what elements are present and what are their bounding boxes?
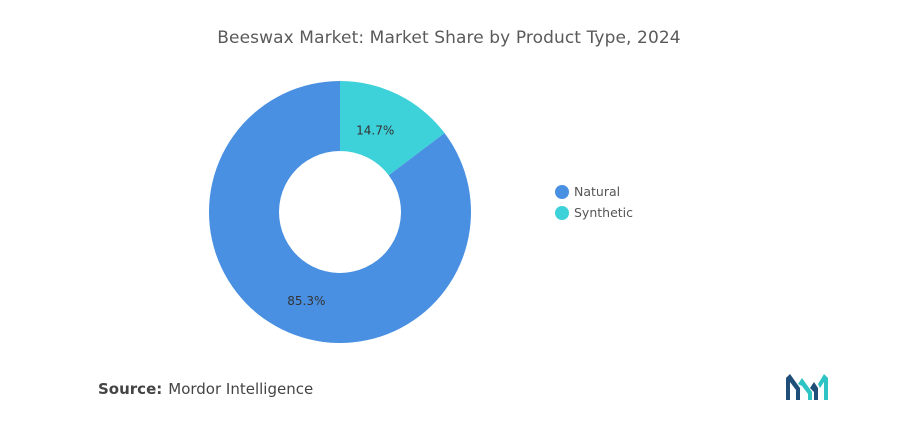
slice-label-synthetic: 14.7% (356, 124, 394, 138)
labels-group: 85.3% 14.7% (287, 124, 394, 309)
chart-title: Beeswax Market: Market Share by Product … (217, 28, 681, 48)
legend-label-synthetic: Synthetic (574, 205, 634, 220)
legend-item-natural: Natural (555, 181, 633, 202)
mordor-intelligence-logo-icon (786, 374, 828, 400)
legend-label-natural: Natural (574, 184, 621, 199)
legend: Natural Synthetic (555, 181, 633, 223)
slice-label-natural: 85.3% (287, 294, 325, 308)
legend-swatch-natural (555, 184, 569, 199)
legend-item-synthetic: Synthetic (555, 202, 633, 223)
source-note: Source: Mordor Intelligence (98, 380, 313, 398)
slice-natural (209, 81, 471, 343)
source-text: Mordor Intelligence (168, 380, 314, 398)
slices-group (209, 81, 471, 343)
source-label: Source: (98, 380, 163, 398)
slice-synthetic (340, 81, 445, 176)
legend-swatch-synthetic (555, 205, 569, 220)
